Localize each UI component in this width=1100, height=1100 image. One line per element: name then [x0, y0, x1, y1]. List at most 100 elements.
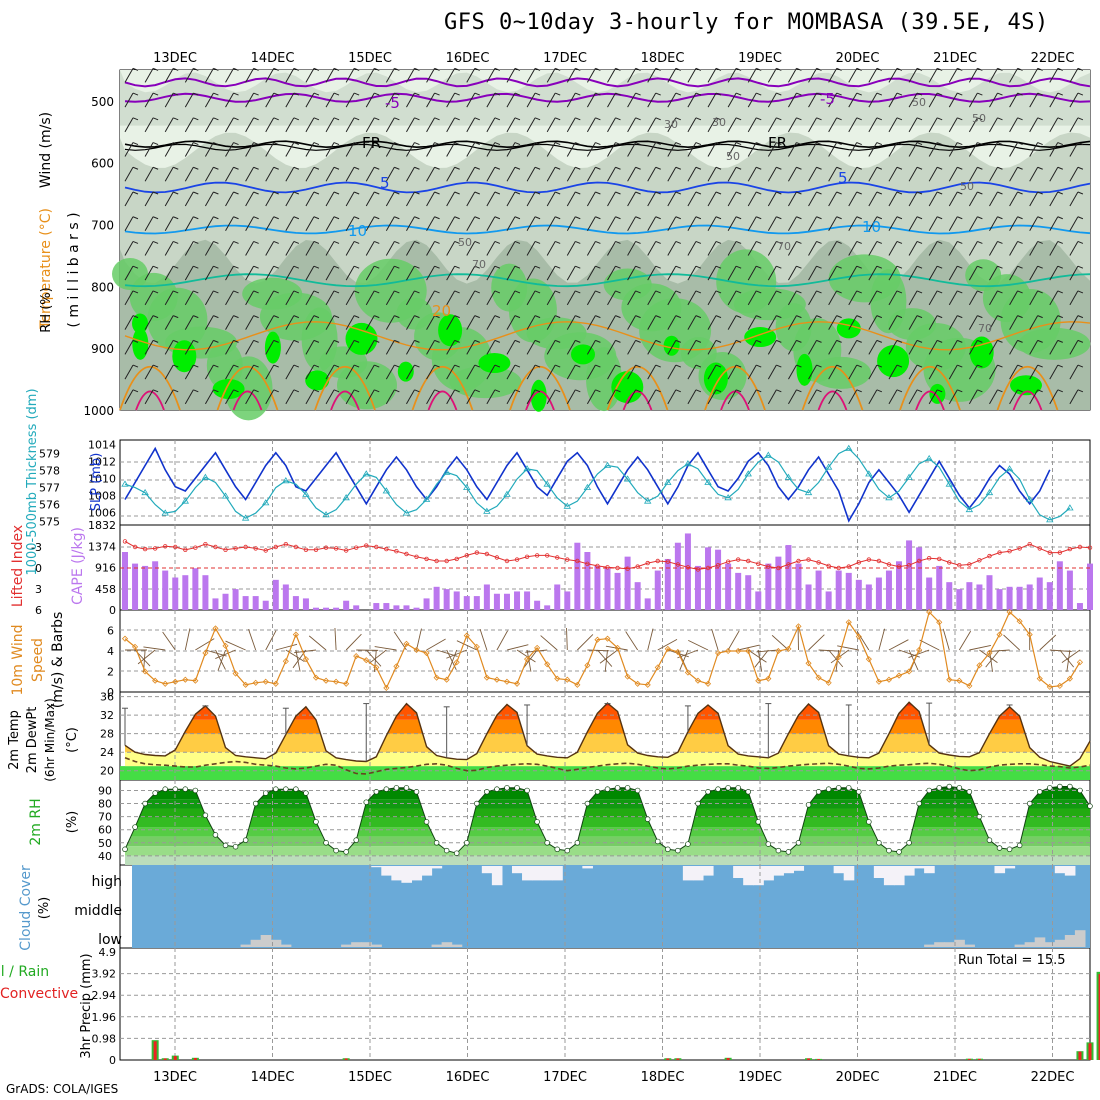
- wind-barb: [285, 142, 295, 157]
- wind-barb: [627, 191, 637, 207]
- wind-tick-6: 6: [107, 624, 114, 637]
- wind-barb-flag: [394, 92, 400, 96]
- wind10-barb: [523, 649, 538, 668]
- wind-barb: [1049, 315, 1059, 330]
- wind-barb-flag: [936, 216, 943, 220]
- wind-barb: [285, 117, 295, 133]
- wind-barb: [566, 340, 576, 355]
- wind-barb: [607, 340, 616, 355]
- wind10-barb: [756, 649, 779, 653]
- wind-barb-flag: [735, 191, 742, 195]
- wind-barb-flag: [273, 364, 279, 368]
- wind-barb: [265, 167, 275, 182]
- wind-barb-flag: [534, 240, 541, 244]
- wind-barb-flag: [695, 265, 702, 269]
- wind-barb: [707, 142, 717, 157]
- wind-barb-flag: [374, 364, 380, 368]
- wind10-barb: [727, 630, 740, 651]
- wind10-barb: [599, 649, 618, 664]
- wind-barb-flag: [695, 142, 702, 146]
- li-point: [203, 542, 208, 547]
- ylabel-wind: Wind (m/s): [38, 112, 54, 188]
- wind-barb: [828, 68, 838, 83]
- wind-barb: [225, 389, 234, 405]
- thickness-point: [442, 468, 451, 475]
- rh2m-point: [172, 786, 179, 792]
- wind-barb: [808, 265, 817, 281]
- wind-barb: [607, 117, 616, 133]
- wind-barb: [948, 68, 958, 83]
- x-tick-top-14DEC: 14DEC: [251, 51, 295, 66]
- cape-bar: [1016, 586, 1023, 610]
- wind-barb-flag: [615, 117, 621, 121]
- wind-barb: [164, 92, 174, 108]
- pressure-tick-600: 600: [91, 157, 114, 171]
- wind-barb-flag: [816, 240, 822, 244]
- wind-barb: [1049, 92, 1059, 108]
- wind-barb-flag: [675, 240, 681, 244]
- wind-barb-flag: [213, 240, 219, 244]
- rh2m-point: [202, 812, 209, 819]
- wind-barb-flag: [816, 290, 822, 294]
- precip-conv-bar: [977, 1058, 981, 1060]
- li-point: [283, 542, 289, 547]
- wind-barb: [868, 364, 878, 380]
- wind-barb: [426, 68, 435, 83]
- wind-barb-flag: [434, 117, 440, 121]
- contour-label: 30: [712, 116, 726, 129]
- wind-barb-flag: [253, 216, 259, 220]
- wind-barb: [466, 364, 476, 380]
- wind-barb: [144, 68, 154, 83]
- rh2m-point: [896, 849, 902, 855]
- wind-barb: [667, 216, 677, 231]
- wind-barb-flag: [293, 191, 300, 195]
- li-point: [967, 562, 972, 567]
- wind-barb: [305, 191, 315, 207]
- wind-barb-flag: [394, 240, 400, 244]
- wind-barb: [647, 265, 657, 281]
- wind-barb: [627, 340, 637, 355]
- wind-barb: [747, 167, 757, 182]
- wind-barb-flag: [374, 315, 380, 319]
- wind-barb: [305, 340, 315, 355]
- wind-barb-flag: [896, 339, 903, 343]
- wind-barb-flag: [896, 364, 903, 368]
- wind-barb: [365, 117, 375, 133]
- wind-barb: [385, 191, 395, 207]
- wind-barb: [828, 142, 838, 157]
- wind-barb: [546, 315, 556, 330]
- wind-barb-flag: [856, 191, 862, 195]
- wind-barb: [245, 142, 255, 157]
- cloud-high-bar: [914, 866, 925, 869]
- wind-barb-flag: [514, 117, 521, 121]
- precip-total-bar: [1096, 971, 1100, 1060]
- thickness-point: [1066, 504, 1074, 511]
- wind-barb: [808, 142, 817, 157]
- wind-barb: [808, 92, 817, 108]
- wind-barb-flag: [454, 92, 460, 96]
- rh2m-point: [1047, 785, 1053, 791]
- wind-barb-flag: [936, 142, 943, 146]
- cape-tick-1832: 1832: [88, 519, 116, 532]
- wind-barb-flag: [213, 117, 219, 121]
- cape-bar: [825, 591, 832, 610]
- x-tick-bottom-21DEC: 21DEC: [933, 1070, 977, 1085]
- wind-barb: [245, 92, 255, 108]
- wind-barb: [184, 315, 194, 330]
- temp-tick-32: 32: [100, 709, 114, 722]
- wind-point: [976, 662, 983, 669]
- wind-barb: [1029, 92, 1039, 108]
- cloud-high-bar: [843, 866, 855, 881]
- wind-barb: [265, 191, 275, 207]
- wind-barb: [707, 92, 717, 108]
- rh2m-point: [252, 800, 259, 807]
- wind-barb-flag: [193, 142, 199, 146]
- wind-barb-flag: [756, 290, 762, 294]
- cape-bar: [453, 591, 460, 610]
- rh-bright-blob: [744, 327, 777, 348]
- wind-barb-flag: [756, 389, 762, 393]
- wind-barb-flag: [695, 339, 702, 343]
- wind-barb: [808, 241, 817, 256]
